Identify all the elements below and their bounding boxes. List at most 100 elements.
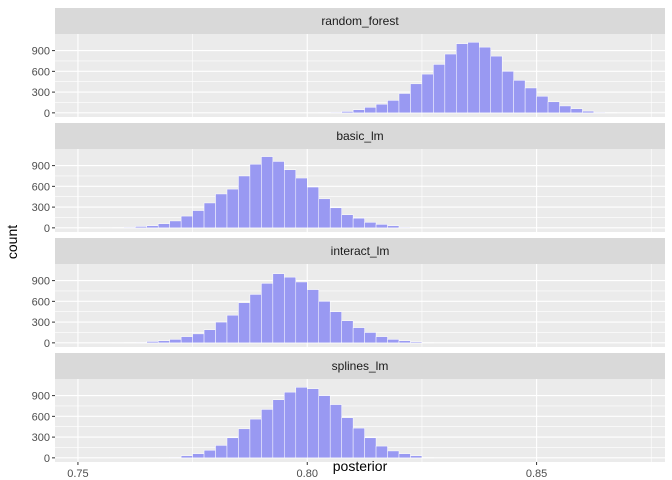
histogram-bar [478,46,491,114]
histogram-bar [169,457,182,459]
strip-interact_lm [55,238,665,264]
histogram-bar [593,111,606,114]
x-tick-label: 0.75 [67,468,88,480]
facet-interact_lm: interact_lm 0 300 600 900 [32,238,665,350]
histogram-bar [387,450,400,459]
histogram-bar [238,175,251,229]
y-tick-label: 300 [32,432,50,444]
histogram-bar [284,391,297,459]
strip-random_forest [55,8,665,34]
histogram-bar [444,53,457,114]
y-tick-label: 0 [44,453,50,465]
histogram-bar [318,395,331,459]
histogram-bar [536,96,549,114]
histogram-bar [215,321,228,344]
histogram-bar [341,214,354,229]
histogram-bar [559,105,572,114]
bars-interact_lm [77,273,434,344]
histogram-bar [398,226,411,229]
histogram-bar [456,43,469,114]
y-tick-label: 0 [44,338,50,350]
histogram-bar [249,163,262,229]
histogram-bar [295,281,308,344]
x-tick-label: 0.80 [297,468,318,480]
histogram-bar [215,445,228,459]
histogram-bar [284,169,297,229]
histogram-bar [203,449,216,459]
histogram-bar [180,336,193,344]
histogram-bar [192,453,205,459]
y-tick-label: 300 [32,202,50,214]
histogram-bar [295,177,308,229]
histogram-bar [329,404,342,459]
histogram-bar [341,320,354,344]
y-tick-label: 900 [32,46,50,58]
histogram-bar [410,455,423,459]
histogram-bar [364,222,377,229]
histogram-bar [169,220,182,229]
strip-splines_lm [55,353,665,379]
histogram-bar [249,294,262,344]
histogram-bar [352,217,365,229]
histogram-bar [352,109,365,114]
x-axis-title: posterior [333,458,388,474]
histogram-bar [364,107,377,114]
histogram-bar [329,111,342,114]
histogram-bar [203,202,216,229]
histogram-bar [570,108,583,114]
histogram-bar [318,301,331,344]
histogram-bar [375,224,388,229]
histogram-bar [375,103,388,114]
histogram-bar [146,341,159,344]
histogram-bar [547,101,560,114]
histogram-bar [375,336,388,344]
strip-label-basic_lm: basic_lm [336,129,383,143]
histogram-bar [410,83,423,114]
histogram-bar [249,418,262,459]
x-axis: 0.75 0.80 0.85 [67,462,547,480]
y-tick-label: 900 [32,276,50,288]
histogram-bar [261,283,274,344]
histogram-bar [307,186,319,229]
histogram-bar [146,225,159,229]
histogram-bar [307,388,319,459]
histogram-bar [284,276,297,344]
y-tick-label: 900 [32,161,50,173]
histogram-bar [192,333,205,344]
histogram-bar [433,64,446,114]
facet-random_forest: random_forest 0 300 600 900 [32,8,665,120]
facet-panels: random_forest 0 300 600 900 basic_lm 0 300 600 90… [32,8,665,465]
y-tick-label: 600 [32,296,50,308]
y-axis-title: count [4,225,20,259]
histogram-bar [157,340,170,344]
histogram-bar [387,100,400,114]
histogram-bar [295,387,308,459]
histogram-bar [467,42,480,114]
panel-background [55,34,665,117]
histogram-bar [352,427,365,459]
bars-basic_lm [77,156,423,229]
histogram-bar [238,302,251,344]
histogram-bar [203,329,216,344]
histogram-bar [180,215,193,229]
y-tick-label: 900 [32,391,50,403]
histogram-bar [421,73,434,114]
y-tick-label: 600 [32,411,50,423]
histogram-bar [352,327,365,344]
histogram-bar [582,110,595,114]
histogram-bar [387,225,400,229]
histogram-bar [501,71,514,114]
bars-splines_lm [157,387,434,459]
histogram-bar [192,210,205,229]
histogram-bar [524,87,537,114]
facet-basic_lm: basic_lm 0 300 600 900 [32,123,665,235]
y-tick-label: 0 [44,108,50,120]
histogram-bar [272,399,285,459]
histogram-bar [135,342,147,344]
y-tick-label: 0 [44,223,50,235]
y-tick-label: 600 [32,181,50,193]
histogram-bar [238,428,251,459]
histogram-bar [226,188,239,229]
histogram-bar [318,198,331,229]
